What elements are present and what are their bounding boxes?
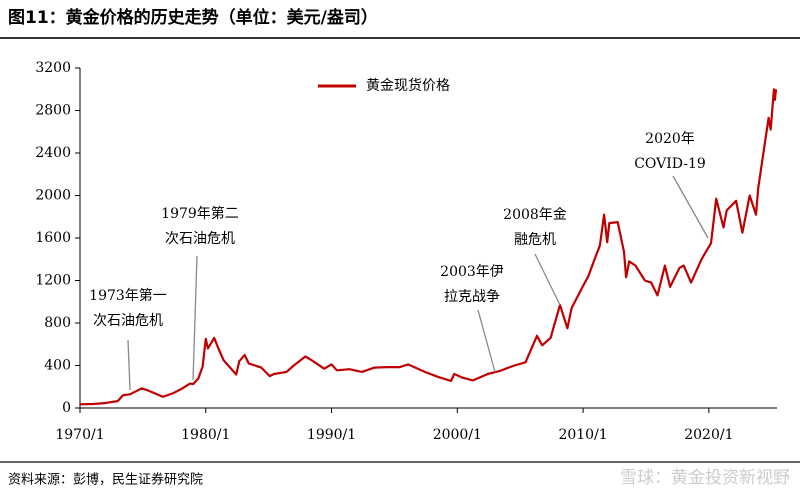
annotation: COVID-19 bbox=[634, 156, 706, 172]
annotation: 次石油危机 bbox=[93, 313, 163, 329]
watermark: 雪球：黄金投资新视野 bbox=[620, 468, 790, 488]
y-tick-label: 0 bbox=[62, 400, 71, 416]
source: 资料来源：彭博，民生证券研究院 bbox=[8, 472, 203, 488]
x-tick-label: 1980/1 bbox=[181, 427, 230, 443]
y-tick-label: 1600 bbox=[35, 230, 71, 246]
annotation: 次石油危机 bbox=[165, 231, 235, 247]
y-tick-label: 400 bbox=[44, 358, 71, 374]
annotation: 2008年金 bbox=[503, 207, 567, 223]
y-tick-label: 1200 bbox=[35, 273, 71, 289]
annotation: 1979年第二 bbox=[161, 205, 239, 222]
y-tick-label: 2000 bbox=[35, 188, 71, 204]
annotation: 拉克战争 bbox=[444, 289, 500, 305]
annotation-arrow bbox=[534, 253, 561, 306]
annotation-arrow bbox=[127, 339, 131, 391]
annotation-arrow bbox=[192, 255, 198, 381]
x-tick-label: 2020/1 bbox=[684, 427, 733, 443]
x-tick-label: 2000/1 bbox=[433, 427, 482, 443]
annotation-arrow bbox=[477, 309, 496, 373]
y-tick-label: 800 bbox=[44, 315, 71, 331]
annotation: 2020年 bbox=[645, 131, 695, 147]
price-line bbox=[79, 88, 778, 406]
annotation: 2003年伊 bbox=[440, 264, 504, 280]
annotation: 融危机 bbox=[514, 232, 556, 248]
x-tick-label: 1990/1 bbox=[307, 427, 356, 443]
x-tick-label: 2010/1 bbox=[558, 427, 607, 443]
annotation: 1973年第一 bbox=[89, 287, 167, 304]
x-tick-label: 1970/1 bbox=[55, 427, 104, 443]
y-tick-label: 3200 bbox=[35, 60, 71, 76]
y-tick-label: 2800 bbox=[35, 103, 71, 119]
chart-title: 图11：黄金价格的历史走势（单位：美元/盎司） bbox=[8, 7, 378, 28]
legend-label: 黄金现货价格 bbox=[366, 77, 450, 94]
y-tick-label: 2400 bbox=[35, 145, 71, 161]
annotation-arrow bbox=[672, 175, 709, 239]
